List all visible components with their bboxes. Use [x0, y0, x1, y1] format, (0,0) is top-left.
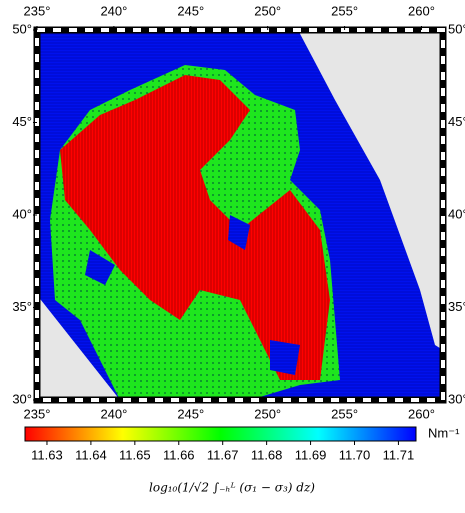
lon-label: 255°	[331, 3, 358, 18]
lat-label: 35°	[12, 299, 32, 314]
lon-label: 240°	[100, 3, 127, 18]
colorbar-tick-label: 11.64	[75, 447, 107, 462]
lon-label: 245°	[177, 3, 204, 18]
lon-label: 235°	[24, 3, 51, 18]
colorbar-unit: Nm⁻¹	[428, 425, 460, 440]
lat-label: 45°	[448, 114, 465, 129]
lon-label: 250°	[254, 3, 281, 18]
lon-label: 240°	[100, 406, 127, 421]
lat-label: 45°	[12, 114, 32, 129]
lat-label: 50°	[448, 21, 465, 36]
lon-label: 235°	[24, 406, 51, 421]
colorbar-tick-label: 11.67	[207, 447, 239, 462]
lat-label: 40°	[448, 206, 465, 221]
lon-label: 250°	[254, 406, 281, 421]
map-body	[37, 30, 443, 400]
colorbar-tick-label: 11.68	[251, 447, 283, 462]
colorbar-tick-label: 11.70	[339, 447, 371, 462]
lat-label: 30°	[12, 391, 32, 406]
colorbar-tick-label: 11.66	[163, 447, 195, 462]
lon-label: 255°	[331, 406, 358, 421]
colorbar-caption: log₁₀(1/√2 ∫₋ₕᴸ (σ₁ − σ₃) dz)	[149, 481, 315, 495]
map-figure: 235° 235° 240° 240° 245° 245° 250° 250° 255° 255°…	[0, 0, 465, 508]
lon-label: 260°	[408, 3, 435, 18]
lat-label: 40°	[12, 206, 32, 221]
lat-label: 30°	[448, 391, 465, 406]
lat-label: 50°	[12, 21, 32, 36]
blue-hole	[270, 340, 300, 375]
colorbar	[25, 427, 416, 441]
lon-label: 245°	[177, 406, 204, 421]
colorbar-tick-label: 11.69	[295, 447, 327, 462]
lat-label: 35°	[448, 299, 465, 314]
lon-label: 260°	[408, 406, 435, 421]
colorbar-tick-label: 11.65	[119, 447, 151, 462]
page: 235° 235° 240° 240° 245° 245° 250° 250° 255° 255°…	[0, 0, 465, 513]
colorbar-tick-label: 11.63	[31, 447, 63, 462]
colorbar-tick-label: 11.71	[383, 447, 415, 462]
